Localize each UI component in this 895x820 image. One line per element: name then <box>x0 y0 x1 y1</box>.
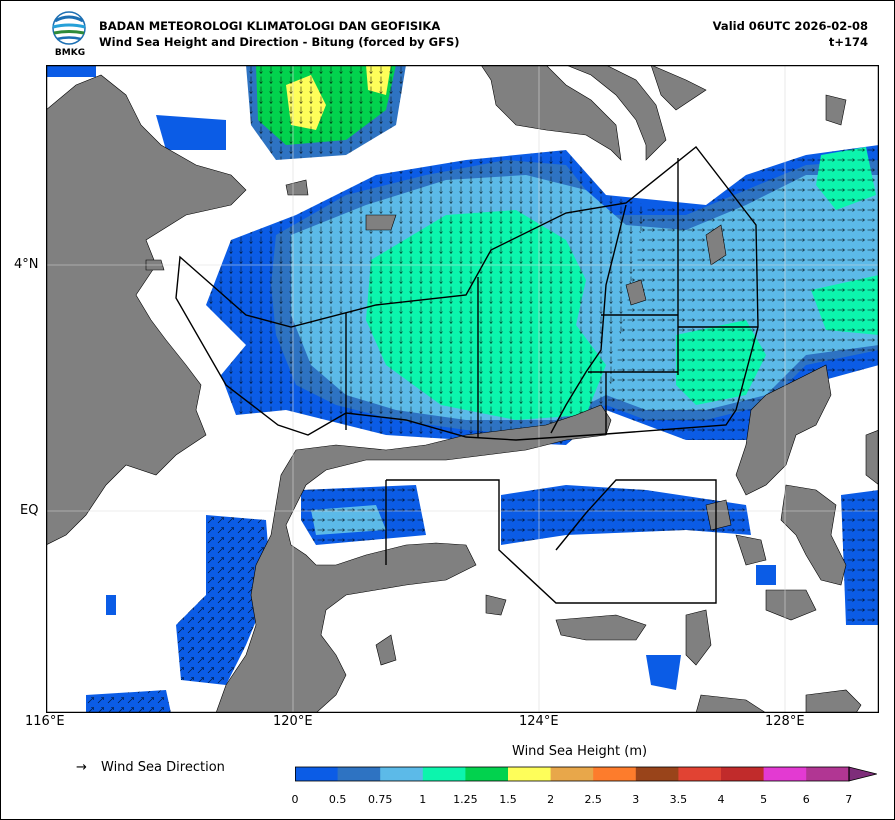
valid-time: Valid 06UTC 2026-02-08 <box>712 19 868 33</box>
colorbar-segment <box>337 767 381 781</box>
forecast-lead: t+174 <box>828 35 868 49</box>
wave-direction-arrows <box>86 65 879 713</box>
colorbar-tick-label: 4 <box>717 793 725 806</box>
colorbar-segment <box>593 767 637 781</box>
colorbar <box>295 766 877 782</box>
landmass <box>46 65 879 713</box>
colorbar-segment <box>721 767 765 781</box>
x-tick-120: 120°E <box>273 714 313 729</box>
org-title: BADAN METEOROLOGI KLIMATOLOGI DAN GEOFIS… <box>99 19 441 33</box>
x-tick-116: 116°E <box>25 714 65 729</box>
bmkg-logo: BMKG <box>52 11 86 57</box>
map-border <box>46 65 879 713</box>
colorbar-segment <box>550 767 594 781</box>
forecast-area-boundaries <box>175 146 759 604</box>
colorbar-tick-label: 0.75 <box>367 793 393 806</box>
colorbar-segment <box>763 767 807 781</box>
x-tick-124: 124°E <box>519 714 559 729</box>
arrow-icon: → <box>76 760 87 775</box>
colorbar-segment <box>422 767 466 781</box>
colorbar-tick-label: 2.5 <box>584 793 602 806</box>
colorbar-segment <box>678 767 722 781</box>
colorbar-tick-label: 1.5 <box>499 793 517 806</box>
colorbar-segment <box>635 767 679 781</box>
colorbar-segment <box>380 767 424 781</box>
colorbar-tick-label: 6 <box>802 793 810 806</box>
colorbar-outline <box>295 766 850 782</box>
colorbar-tick-label: 2 <box>547 793 555 806</box>
x-tick-128: 128°E <box>765 714 805 729</box>
graticule <box>46 65 879 713</box>
colorbar-tick-label: 1 <box>419 793 427 806</box>
y-tick-eq: EQ <box>20 503 39 518</box>
wave-map <box>46 65 879 713</box>
colorbar-segment <box>806 767 850 781</box>
colorbar-title: Wind Sea Height (m) <box>512 744 648 759</box>
colorbar-tick-label: 1.25 <box>453 793 478 806</box>
colorbar-tick-label: 3 <box>632 793 640 806</box>
map-subtitle: Wind Sea Height and Direction - Bitung (… <box>99 35 460 49</box>
colorbar-tick-label: 5 <box>760 793 768 806</box>
colorbar-tick-label: 0 <box>291 793 299 806</box>
colorbar-segment <box>295 767 339 781</box>
legend-label: Wind Sea Direction <box>101 760 225 775</box>
colorbar-tick-label: 0.5 <box>328 793 347 806</box>
colorbar-extend-arrow <box>848 766 877 782</box>
colorbar-segment <box>465 767 509 781</box>
y-tick-4n: 4°N <box>14 257 39 272</box>
colorbar-tick-label: 3.5 <box>669 793 688 806</box>
colorbar-segment <box>508 767 552 781</box>
svg-text:BMKG: BMKG <box>55 48 85 57</box>
colorbar-tick-label: 7 <box>845 793 853 806</box>
